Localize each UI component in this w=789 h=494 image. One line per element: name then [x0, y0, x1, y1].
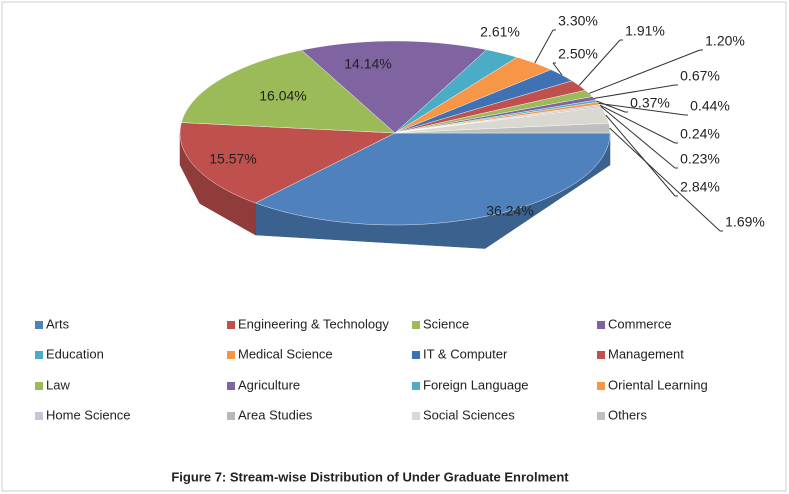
data-label: 1.69%	[725, 214, 765, 230]
legend-swatch	[35, 382, 43, 390]
leader-line	[594, 84, 676, 99]
legend-label: Commerce	[608, 316, 672, 331]
legend-label: IT & Computer	[423, 346, 508, 361]
legend-label: Education	[46, 346, 104, 361]
data-label: 0.37%	[630, 95, 670, 111]
data-label: 15.57%	[209, 151, 256, 167]
legend-label: Oriental Learning	[608, 377, 708, 392]
legend-label: Medical Science	[238, 346, 333, 361]
legend-swatch	[597, 321, 605, 329]
data-label: 3.30%	[558, 13, 598, 29]
leader-line	[609, 127, 721, 232]
legend-label: Social Sciences	[423, 407, 515, 422]
data-label: 16.04%	[259, 88, 306, 104]
legend-swatch	[227, 351, 235, 359]
data-label: 0.67%	[680, 68, 720, 84]
slice	[394, 106, 610, 134]
leader-line	[596, 100, 626, 113]
leader-line	[534, 29, 554, 64]
legend-swatch	[412, 412, 420, 420]
data-label: 2.50%	[558, 46, 598, 62]
legend-swatch	[227, 321, 235, 329]
data-label: 1.20%	[705, 33, 745, 49]
pie-tops	[179, 40, 611, 226]
legend-swatch	[35, 321, 43, 329]
slice	[394, 57, 552, 134]
legend-swatch	[227, 412, 235, 420]
legend-label: Law	[46, 377, 70, 392]
slice	[394, 49, 518, 134]
data-label: 36.24%	[486, 203, 533, 219]
legend-label: Arts	[46, 316, 70, 331]
data-label: 0.24%	[680, 126, 720, 142]
legend-label: Management	[608, 346, 684, 361]
data-label: 0.23%	[680, 151, 720, 167]
legend-label: Home Science	[46, 407, 131, 422]
data-label: 2.61%	[480, 24, 520, 40]
legend-swatch	[597, 351, 605, 359]
data-label: 14.14%	[344, 56, 391, 72]
data-label: 2.84%	[680, 179, 720, 195]
legend-swatch	[597, 382, 605, 390]
leader-line	[598, 102, 686, 116]
slice	[181, 49, 396, 134]
leader-line	[552, 62, 563, 76]
legend-swatch	[597, 412, 605, 420]
legend-swatch	[35, 351, 43, 359]
slice	[179, 122, 396, 204]
slice	[394, 80, 586, 134]
slice	[254, 132, 611, 226]
legend-label: Agriculture	[238, 377, 300, 392]
legend-swatch	[412, 351, 420, 359]
leader-line	[578, 39, 621, 86]
legend-swatch	[35, 412, 43, 420]
leader-line	[599, 104, 676, 144]
slice	[394, 69, 573, 134]
legend-swatch	[412, 321, 420, 329]
legend-label: Engineering & Technology	[238, 316, 389, 331]
leader-line	[605, 114, 676, 197]
chart-title: Figure 7: Stream-wise Distribution of Un…	[171, 469, 569, 484]
slice	[301, 40, 487, 134]
data-label: 1.91%	[625, 23, 665, 39]
legend-swatch	[227, 382, 235, 390]
data-label: 0.44%	[690, 98, 730, 114]
legend-label: Foreign Language	[423, 377, 529, 392]
leader-line	[588, 49, 701, 94]
leader-line	[600, 106, 676, 169]
legend-label: Others	[608, 407, 648, 422]
legend-label: Area Studies	[238, 407, 313, 422]
legend-swatch	[412, 382, 420, 390]
legend-label: Science	[423, 316, 469, 331]
